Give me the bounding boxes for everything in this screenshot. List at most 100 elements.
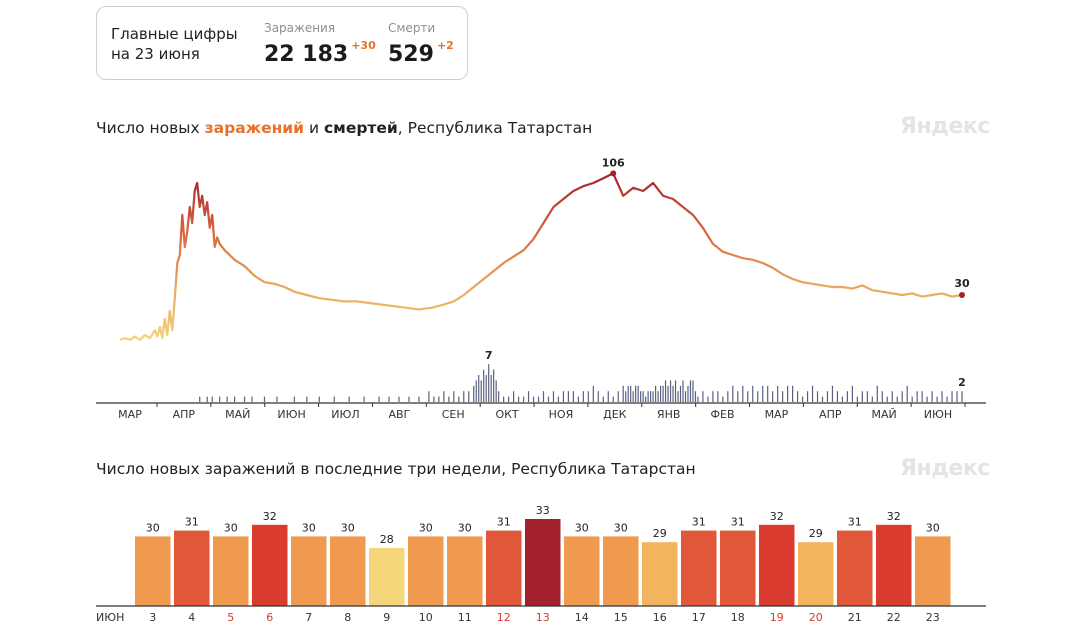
daily-bar <box>330 536 366 606</box>
deaths-peak-label: 7 <box>485 349 493 362</box>
month-label: ИЮЛ <box>331 408 359 421</box>
daily-bar <box>720 530 756 606</box>
daily-bar-value: 32 <box>770 510 784 523</box>
month-label: ЯНВ <box>657 408 680 421</box>
daily-bar <box>135 536 171 606</box>
chart1-title-bold: смертей <box>323 119 398 137</box>
summary-card: Главные цифры на 23 июня Заражения 22 18… <box>96 6 468 80</box>
month-label: ФЕВ <box>711 408 735 421</box>
cases-caption: Заражения <box>264 21 336 35</box>
daily-bar-value: 30 <box>575 521 589 534</box>
chart2-month-label: ИЮН <box>96 611 124 624</box>
month-label: НОЯ <box>549 408 574 421</box>
cases-value: 22 183 <box>264 42 349 67</box>
daily-bar <box>291 536 327 606</box>
yandex-logo-1: Яндекс <box>900 114 990 139</box>
day-label: 17 <box>692 611 706 624</box>
daily-bar-value: 30 <box>302 521 316 534</box>
deaths-value: 529 <box>388 42 434 67</box>
day-label: 19 <box>770 611 784 624</box>
summary-label-line1: Главные цифры <box>111 25 238 43</box>
daily-bar-value: 31 <box>731 516 745 529</box>
line-annotations: 106 30 7 2 <box>485 156 970 389</box>
daily-bar-value: 30 <box>224 521 238 534</box>
month-label: ОКТ <box>495 408 518 421</box>
month-label: МАЙ <box>872 408 897 421</box>
daily-bar-value: 30 <box>614 521 628 534</box>
summary-deaths: Смерти 529 +2 <box>388 21 454 67</box>
daily-bar-value: 29 <box>653 527 667 540</box>
day-label: 9 <box>383 611 390 624</box>
yandex-logo-2: Яндекс <box>900 456 990 481</box>
daily-bar <box>759 524 795 606</box>
daily-bar <box>837 530 873 606</box>
deaths-value-row: 529 +2 <box>388 39 454 67</box>
day-label: 20 <box>809 611 823 624</box>
daily-bar <box>213 536 249 606</box>
day-label: 15 <box>614 611 628 624</box>
daily-bar-value: 32 <box>263 510 277 523</box>
cases-last-label: 30 <box>954 277 970 290</box>
daily-bar-value: 31 <box>497 516 511 529</box>
day-label: 5 <box>227 611 234 624</box>
day-label: 10 <box>419 611 433 624</box>
summary-label: Главные цифры на 23 июня <box>111 24 238 64</box>
deaths-delta: +2 <box>436 39 454 52</box>
cases-value-row: 22 183 +30 <box>264 39 376 67</box>
day-label: 22 <box>887 611 901 624</box>
daily-bar <box>564 536 600 606</box>
day-label: 16 <box>653 611 667 624</box>
daily-bar <box>525 519 561 606</box>
cases-line <box>119 172 963 341</box>
month-label: АПР <box>173 408 196 421</box>
chart1-title-middle: и <box>304 119 324 137</box>
month-label: МАР <box>118 408 142 421</box>
chart1-title-suffix: , Республика Татарстан <box>397 119 593 137</box>
daily-bar-value: 30 <box>926 521 940 534</box>
daily-bar <box>876 524 912 606</box>
day-label: 11 <box>458 611 472 624</box>
deaths-bars <box>199 364 963 402</box>
day-label: 4 <box>188 611 195 624</box>
cases-peak-label: 106 <box>602 156 625 169</box>
chart2-title: Число новых заражений в последние три не… <box>96 460 696 478</box>
day-ticks: 3 4 5 6 7 8 9 10 11 12 13 14 15 16 17 18 19 20 21 22 23 ИЮН <box>96 611 940 624</box>
chart1-title-prefix: Число новых <box>96 119 205 137</box>
daily-bar <box>252 524 288 606</box>
month-label: ДЕК <box>603 408 627 421</box>
daily-bar-value: 30 <box>419 521 433 534</box>
summary-cases: Заражения 22 183 +30 <box>264 21 376 67</box>
daily-bar-value: 28 <box>380 533 394 546</box>
month-ticks: МАР АПР МАЙ ИЮН ИЮЛ АВГ СЕН ОКТ НОЯ ДЕК ЯНВ ФЕВ МАР А… <box>118 403 966 421</box>
day-label: 14 <box>575 611 589 624</box>
month-label: ИЮН <box>924 408 952 421</box>
day-label: 12 <box>497 611 511 624</box>
summary-label-line2: на 23 июня <box>111 45 200 63</box>
daily-bar <box>486 530 522 606</box>
daily-bar-value: 30 <box>341 521 355 534</box>
day-label: 18 <box>731 611 745 624</box>
daily-bar <box>408 536 444 606</box>
cases-last-dot <box>959 292 965 298</box>
daily-bar <box>603 536 639 606</box>
daily-bar-value: 31 <box>692 516 706 529</box>
day-label: 21 <box>848 611 862 624</box>
cases-peak-dot <box>610 170 617 177</box>
daily-bars: 30 31 30 32 30 30 28 30 30 31 33 30 30 29 31 31 32 29 31 32… <box>135 504 951 606</box>
deaths-last-label: 2 <box>958 376 966 389</box>
daily-bar-value: 29 <box>809 527 823 540</box>
daily-bar <box>915 536 951 606</box>
month-label: МАР <box>765 408 789 421</box>
daily-bar <box>447 536 483 606</box>
day-label: 13 <box>536 611 550 624</box>
deaths-caption: Смерти <box>388 21 436 35</box>
cases-delta: +30 <box>351 39 376 52</box>
month-label: МАЙ <box>225 408 250 421</box>
day-label: 6 <box>266 611 273 624</box>
chart1-title: Число новых заражений и смертей, Республ… <box>96 119 592 137</box>
month-label: АВГ <box>388 408 410 421</box>
chart1-title-accent: заражений <box>204 119 305 137</box>
daily-bar-value: 31 <box>848 516 862 529</box>
daily-bar-value: 30 <box>146 521 160 534</box>
